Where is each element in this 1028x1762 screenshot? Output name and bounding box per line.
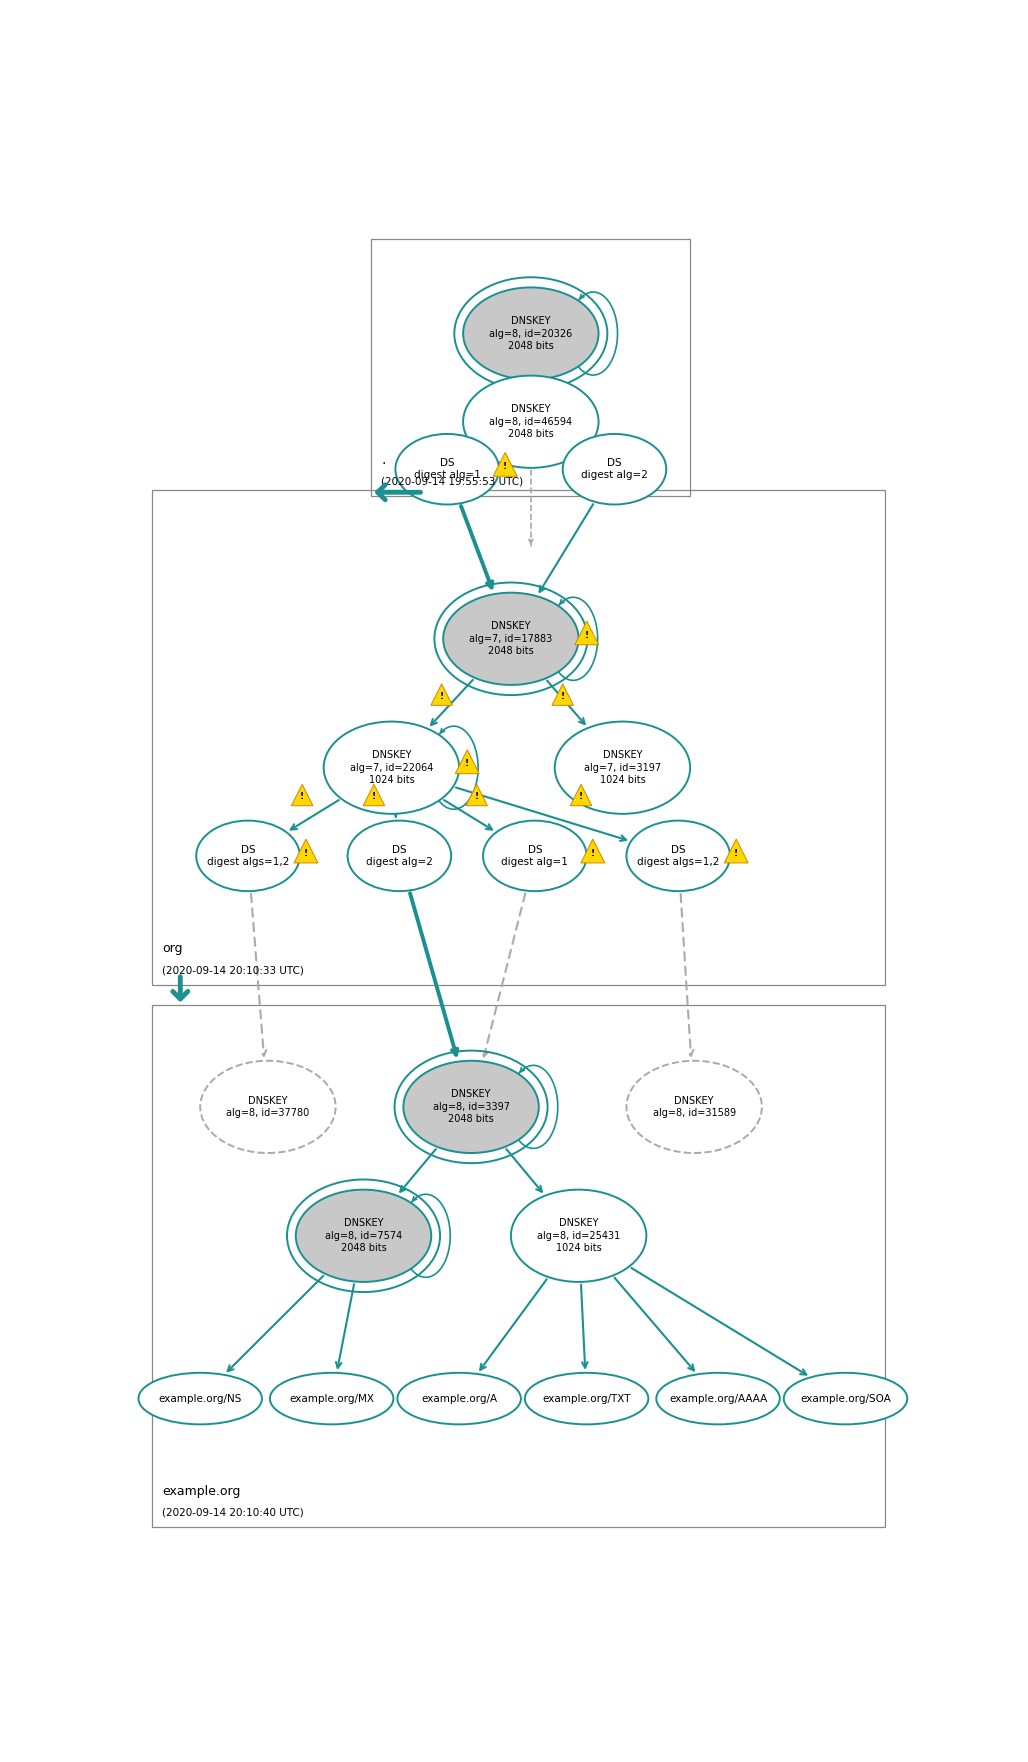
Text: !: ! [475, 793, 479, 802]
Text: example.org/SOA: example.org/SOA [800, 1394, 891, 1404]
Text: DNSKEY
alg=8, id=31589: DNSKEY alg=8, id=31589 [653, 1096, 736, 1119]
Ellipse shape [398, 1373, 521, 1424]
Text: DNSKEY
alg=8, id=7574
2048 bits: DNSKEY alg=8, id=7574 2048 bits [325, 1218, 402, 1253]
Ellipse shape [463, 375, 598, 469]
Text: example.org/A: example.org/A [421, 1394, 498, 1404]
Text: DS
digest algs=1,2: DS digest algs=1,2 [637, 844, 720, 867]
Text: DNSKEY
alg=7, id=22064
1024 bits: DNSKEY alg=7, id=22064 1024 bits [350, 751, 433, 786]
Text: !: ! [734, 849, 738, 858]
Text: DS
digest alg=2: DS digest alg=2 [366, 844, 433, 867]
Text: !: ! [440, 692, 444, 701]
Ellipse shape [270, 1373, 394, 1424]
Polygon shape [294, 839, 318, 863]
Text: DNSKEY
alg=8, id=3397
2048 bits: DNSKEY alg=8, id=3397 2048 bits [433, 1089, 510, 1124]
Ellipse shape [656, 1373, 780, 1424]
Ellipse shape [443, 592, 579, 685]
Text: .: . [381, 453, 386, 467]
Ellipse shape [200, 1061, 336, 1152]
Text: (2020-09-14 20:10:33 UTC): (2020-09-14 20:10:33 UTC) [162, 966, 304, 976]
Text: !: ! [585, 631, 589, 640]
Text: DNSKEY
alg=8, id=37780: DNSKEY alg=8, id=37780 [226, 1096, 309, 1119]
Ellipse shape [525, 1373, 649, 1424]
Ellipse shape [403, 1061, 539, 1152]
Text: DS
digest alg=2: DS digest alg=2 [581, 458, 648, 481]
Text: !: ! [503, 462, 507, 470]
Ellipse shape [562, 433, 666, 504]
Ellipse shape [396, 433, 499, 504]
Polygon shape [575, 620, 598, 645]
Text: DNSKEY
alg=7, id=3197
1024 bits: DNSKEY alg=7, id=3197 1024 bits [584, 751, 661, 786]
Text: DNSKEY
alg=8, id=46594
2048 bits: DNSKEY alg=8, id=46594 2048 bits [489, 403, 573, 439]
Polygon shape [552, 684, 574, 705]
Ellipse shape [483, 821, 587, 892]
Text: DS
digest alg=1: DS digest alg=1 [413, 458, 481, 481]
Polygon shape [725, 839, 748, 863]
Ellipse shape [626, 821, 730, 892]
Text: (2020-09-14 20:10:40 UTC): (2020-09-14 20:10:40 UTC) [162, 1508, 303, 1519]
Text: example.org/AAAA: example.org/AAAA [669, 1394, 767, 1404]
Polygon shape [291, 784, 313, 805]
Ellipse shape [783, 1373, 908, 1424]
Text: DNSKEY
alg=7, id=17883
2048 bits: DNSKEY alg=7, id=17883 2048 bits [470, 622, 552, 655]
Polygon shape [363, 784, 384, 805]
Polygon shape [581, 839, 604, 863]
Polygon shape [431, 684, 452, 705]
Text: !: ! [591, 849, 595, 858]
Ellipse shape [555, 722, 690, 814]
Text: DS
digest algs=1,2: DS digest algs=1,2 [207, 844, 289, 867]
Text: (2020-09-14 19:55:53 UTC): (2020-09-14 19:55:53 UTC) [381, 478, 523, 486]
Text: !: ! [466, 759, 470, 768]
Text: !: ! [560, 692, 564, 701]
Polygon shape [571, 784, 592, 805]
Text: example.org: example.org [162, 1485, 241, 1498]
Polygon shape [466, 784, 487, 805]
Text: !: ! [579, 793, 583, 802]
Text: DNSKEY
alg=8, id=20326
2048 bits: DNSKEY alg=8, id=20326 2048 bits [489, 315, 573, 351]
Ellipse shape [626, 1061, 762, 1152]
Text: example.org/MX: example.org/MX [289, 1394, 374, 1404]
Ellipse shape [196, 821, 300, 892]
Polygon shape [493, 453, 517, 476]
Ellipse shape [324, 722, 460, 814]
Ellipse shape [463, 287, 598, 379]
Text: example.org/NS: example.org/NS [158, 1394, 242, 1404]
Text: org: org [162, 943, 182, 955]
Text: !: ! [300, 793, 304, 802]
Text: !: ! [372, 793, 376, 802]
Text: example.org/TXT: example.org/TXT [543, 1394, 631, 1404]
Ellipse shape [296, 1189, 432, 1283]
Polygon shape [455, 751, 479, 774]
Ellipse shape [347, 821, 451, 892]
Text: DS
digest alg=1: DS digest alg=1 [502, 844, 568, 867]
Ellipse shape [139, 1373, 262, 1424]
Ellipse shape [511, 1189, 647, 1283]
Text: !: ! [304, 849, 308, 858]
Text: DNSKEY
alg=8, id=25431
1024 bits: DNSKEY alg=8, id=25431 1024 bits [537, 1218, 620, 1253]
